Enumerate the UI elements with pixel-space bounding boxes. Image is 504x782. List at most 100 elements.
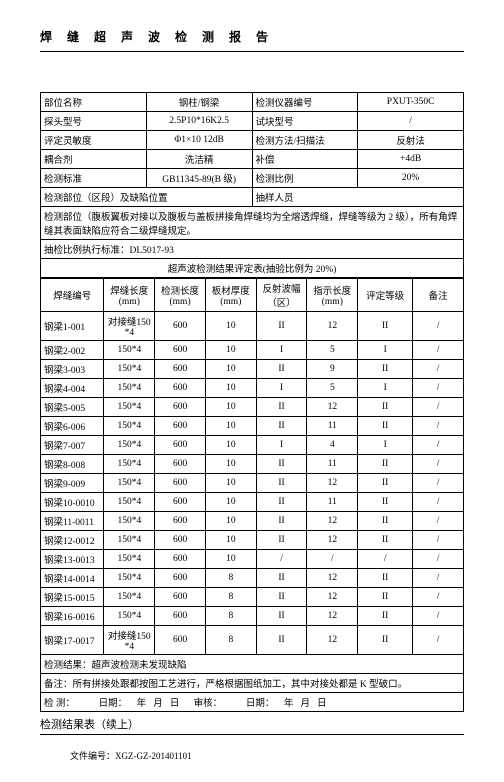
header-cell: 检测方法/扫描法 xyxy=(252,131,358,150)
data-cell: / xyxy=(413,436,464,455)
data-cell: 对接缝150*4 xyxy=(104,312,155,341)
data-cell: 10 xyxy=(205,550,256,569)
data-cell: 600 xyxy=(155,493,206,512)
column-header: 指示长度(mm) xyxy=(307,279,358,312)
data-cell: I xyxy=(256,341,307,360)
data-cell: II xyxy=(256,312,307,341)
header-cell: 耦合剂 xyxy=(41,150,147,169)
sign-row: 检 测： 日期： 年 月 日 审核： 日期： 年 月 日 xyxy=(41,693,464,712)
header-cell: 洗洁精 xyxy=(146,150,252,169)
data-cell: 钢梁11-0011 xyxy=(41,512,104,531)
header-cell: 检测仪器编号 xyxy=(252,93,358,112)
data-cell: 10 xyxy=(205,341,256,360)
data-cell: 钢梁5-005 xyxy=(41,398,104,417)
data-cell: 150*4 xyxy=(104,398,155,417)
data-cell: 5 xyxy=(307,341,358,360)
data-cell: 12 xyxy=(307,626,358,655)
data-cell: 12 xyxy=(307,569,358,588)
data-cell: II xyxy=(358,493,413,512)
header-cell: +4dB xyxy=(358,150,464,169)
data-cell: 9 xyxy=(307,360,358,379)
data-cell: II xyxy=(256,569,307,588)
data-cell: 12 xyxy=(307,398,358,417)
data-cell: / xyxy=(256,550,307,569)
data-cell: 10 xyxy=(205,417,256,436)
data-cell: 150*4 xyxy=(104,550,155,569)
data-cell: II xyxy=(358,417,413,436)
data-cell: II xyxy=(358,474,413,493)
data-cell: 钢梁9-009 xyxy=(41,474,104,493)
data-cell: 600 xyxy=(155,588,206,607)
data-table: 焊缝编号焊缝长度(mm)检测长度(mm)板材厚度(mm)反射波幅（区）指示长度(… xyxy=(40,278,464,712)
column-header: 板材厚度(mm) xyxy=(205,279,256,312)
data-cell: 10 xyxy=(205,474,256,493)
data-cell: 150*4 xyxy=(104,417,155,436)
header-cell: PXUT-350C xyxy=(358,93,464,112)
data-cell: 10 xyxy=(205,512,256,531)
data-cell: II xyxy=(256,626,307,655)
data-cell: II xyxy=(358,455,413,474)
data-cell: 150*4 xyxy=(104,341,155,360)
data-cell: / xyxy=(413,379,464,398)
data-cell: 11 xyxy=(307,417,358,436)
header-cell: Φ1×10 12dB xyxy=(146,131,252,150)
data-cell: 8 xyxy=(205,588,256,607)
data-cell: 11 xyxy=(307,455,358,474)
data-cell: / xyxy=(413,312,464,341)
data-cell: / xyxy=(413,550,464,569)
data-cell: 10 xyxy=(205,436,256,455)
column-header: 检测长度(mm) xyxy=(155,279,206,312)
data-cell: 600 xyxy=(155,436,206,455)
data-cell: 600 xyxy=(155,607,206,626)
note2: 抽检比例执行标准：DL5017-93 xyxy=(41,240,464,259)
header-table: 部位名称钢柱/钢梁检测仪器编号PXUT-350C探头型号2.5P10*16K2.… xyxy=(40,92,464,278)
data-cell: 600 xyxy=(155,512,206,531)
data-cell: 钢梁8-008 xyxy=(41,455,104,474)
header-cell: 反射法 xyxy=(358,131,464,150)
data-cell: / xyxy=(413,531,464,550)
data-cell: II xyxy=(256,417,307,436)
data-cell: II xyxy=(358,626,413,655)
data-cell: 钢梁12-0012 xyxy=(41,531,104,550)
data-cell: 150*4 xyxy=(104,436,155,455)
remark: 备注：所有拼接处跟都按图工艺进行，严格根据图纸加工，其中对接处都是 K 型破口。 xyxy=(41,674,464,693)
data-cell: 钢梁1-001 xyxy=(41,312,104,341)
data-cell: II xyxy=(256,360,307,379)
data-cell: 600 xyxy=(155,474,206,493)
data-cell: 150*4 xyxy=(104,360,155,379)
data-cell: II xyxy=(256,607,307,626)
data-cell: II xyxy=(358,312,413,341)
header-cell: GB11345-89(B 级) xyxy=(146,169,252,188)
data-cell: / xyxy=(413,455,464,474)
data-cell: 8 xyxy=(205,626,256,655)
data-cell: II xyxy=(256,398,307,417)
data-cell: 150*4 xyxy=(104,455,155,474)
data-cell: II xyxy=(256,474,307,493)
data-cell: 10 xyxy=(205,360,256,379)
continuation-title: 检测结果表（续上） xyxy=(40,716,464,735)
data-cell: / xyxy=(413,569,464,588)
data-cell: I xyxy=(256,379,307,398)
data-cell: / xyxy=(413,607,464,626)
data-cell: 钢梁10-0010 xyxy=(41,493,104,512)
column-header: 备注 xyxy=(413,279,464,312)
header-cell: 评定灵敏度 xyxy=(41,131,147,150)
data-cell: II xyxy=(358,607,413,626)
data-cell: 钢梁6-006 xyxy=(41,417,104,436)
header-cell: 探头型号 xyxy=(41,112,147,131)
data-cell: 600 xyxy=(155,360,206,379)
data-cell: / xyxy=(413,588,464,607)
header-cell: 检测标准 xyxy=(41,169,147,188)
data-cell: 12 xyxy=(307,512,358,531)
column-header: 焊缝编号 xyxy=(41,279,104,312)
data-cell: 钢梁7-007 xyxy=(41,436,104,455)
data-cell: 8 xyxy=(205,607,256,626)
data-cell: II xyxy=(256,493,307,512)
data-cell: 600 xyxy=(155,417,206,436)
header-cell: 钢柱/钢梁 xyxy=(146,93,252,112)
data-cell: II xyxy=(358,398,413,417)
data-cell: 5 xyxy=(307,379,358,398)
data-cell: I xyxy=(358,341,413,360)
doc-number: 文件编号：XGZ-GZ-201401101 xyxy=(70,749,464,762)
data-cell: 10 xyxy=(205,531,256,550)
